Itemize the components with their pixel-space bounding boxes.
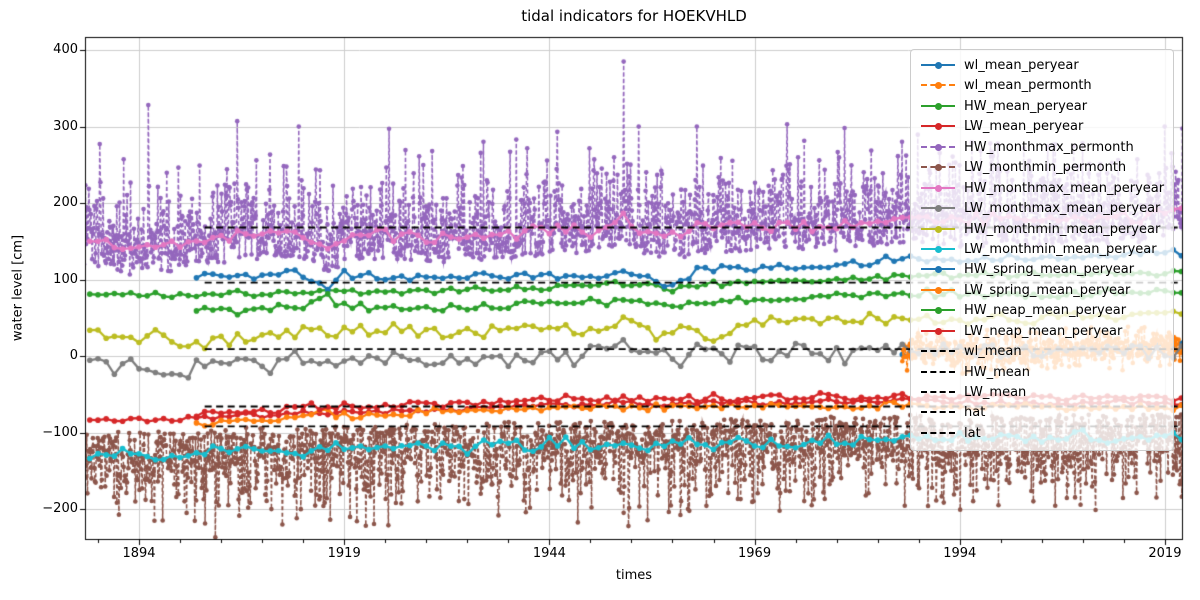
legend-label: LW_monthmin_mean_peryear bbox=[964, 241, 1157, 257]
legend-line-swatch bbox=[921, 264, 955, 276]
y-tick-label: −200 bbox=[42, 501, 78, 517]
legend-item: HW_neap_mean_peryear bbox=[921, 301, 1169, 321]
x-axis-label: times bbox=[615, 568, 653, 583]
legend-line-swatch bbox=[921, 121, 955, 133]
legend-item: HW_monthmin_mean_peryear bbox=[921, 220, 1169, 240]
legend-item: LW_monthmin_permonth bbox=[921, 158, 1169, 178]
y-tick-label: 100 bbox=[53, 271, 78, 287]
legend-line-swatch bbox=[921, 183, 955, 195]
legend-label: HW_monthmax_mean_peryear bbox=[964, 180, 1165, 196]
legend-line-swatch bbox=[921, 142, 955, 154]
legend-item: LW_monthmax_mean_peryear bbox=[921, 199, 1169, 219]
legend-label: LW_mean_peryear bbox=[964, 119, 1084, 135]
y-tick-label: −100 bbox=[42, 424, 78, 440]
legend-line-swatch bbox=[921, 101, 955, 113]
legend-item: LW_mean_peryear bbox=[921, 117, 1169, 137]
legend-label: HW_mean_peryear bbox=[964, 98, 1088, 114]
legend-label: LW_neap_mean_peryear bbox=[964, 323, 1123, 339]
legend-item: HW_mean bbox=[921, 363, 1169, 383]
legend-item: wl_mean_permonth bbox=[921, 76, 1169, 96]
x-tick-label: 2019 bbox=[1148, 546, 1182, 561]
legend-item: lat bbox=[921, 424, 1169, 444]
legend-label: HW_neap_mean_peryear bbox=[964, 303, 1127, 319]
legend-label: wl_mean_peryear bbox=[964, 58, 1079, 73]
legend-label: lat bbox=[964, 425, 981, 441]
x-tick-label: 1894 bbox=[122, 546, 156, 561]
legend-item: hat bbox=[921, 403, 1169, 423]
y-tick-label: 0 bbox=[69, 348, 78, 363]
legend-line-swatch bbox=[921, 60, 955, 72]
legend-line-swatch bbox=[921, 346, 955, 358]
legend-item: wl_mean_peryear bbox=[921, 56, 1169, 76]
legend-line-swatch bbox=[921, 387, 955, 399]
legend-line-swatch bbox=[921, 203, 955, 215]
legend-line-swatch bbox=[921, 428, 955, 440]
legend-label: LW_spring_mean_peryear bbox=[964, 282, 1131, 298]
legend-line-swatch bbox=[921, 162, 955, 174]
legend-line-swatch bbox=[921, 305, 955, 317]
y-tick-label: 300 bbox=[53, 118, 78, 134]
legend-label: hat bbox=[964, 405, 986, 421]
y-axis-label: water level [cm] bbox=[10, 234, 26, 342]
x-tick-label: 1944 bbox=[532, 546, 566, 561]
legend-item: LW_mean bbox=[921, 383, 1169, 403]
legend-item: HW_monthmax_mean_peryear bbox=[921, 179, 1169, 199]
legend-label: HW_monthmax_permonth bbox=[964, 139, 1134, 155]
legend-label: wl_mean bbox=[964, 344, 1022, 360]
legend-line-swatch bbox=[921, 244, 955, 256]
chart-title: tidal indicators for HOEKVHLD bbox=[521, 7, 747, 25]
x-tick-label: 1994 bbox=[943, 546, 977, 561]
legend-line-swatch bbox=[921, 407, 955, 419]
legend-item: LW_spring_mean_peryear bbox=[921, 281, 1169, 301]
legend-item: HW_spring_mean_peryear bbox=[921, 260, 1169, 280]
x-tick-label: 1919 bbox=[327, 546, 361, 561]
legend-item: HW_monthmax_permonth bbox=[921, 138, 1169, 158]
legend-line-swatch bbox=[921, 80, 955, 92]
x-tick-label: 1969 bbox=[738, 546, 772, 561]
legend-line-swatch bbox=[921, 367, 955, 379]
legend-line-swatch bbox=[921, 285, 955, 297]
y-tick-label: 400 bbox=[53, 42, 78, 57]
legend-item: LW_neap_mean_peryear bbox=[921, 322, 1169, 342]
legend-label: LW_monthmax_mean_peryear bbox=[964, 201, 1161, 217]
legend-label: LW_monthmin_permonth bbox=[964, 160, 1127, 176]
legend-label: LW_mean bbox=[964, 385, 1027, 400]
legend-label: wl_mean_permonth bbox=[964, 78, 1092, 94]
legend-label: HW_mean bbox=[964, 364, 1030, 380]
legend-item: HW_mean_peryear bbox=[921, 97, 1169, 117]
legend-label: HW_monthmin_mean_peryear bbox=[964, 221, 1161, 237]
legend-label: HW_spring_mean_peryear bbox=[964, 262, 1135, 278]
legend: wl_mean_peryear wl_mean_permonth HW_mean_p… bbox=[910, 49, 1174, 451]
legend-item: LW_monthmin_mean_peryear bbox=[921, 240, 1169, 260]
legend-line-swatch bbox=[921, 224, 955, 236]
legend-item: wl_mean bbox=[921, 342, 1169, 362]
y-tick-label: 200 bbox=[53, 195, 78, 210]
legend-line-swatch bbox=[921, 326, 955, 338]
